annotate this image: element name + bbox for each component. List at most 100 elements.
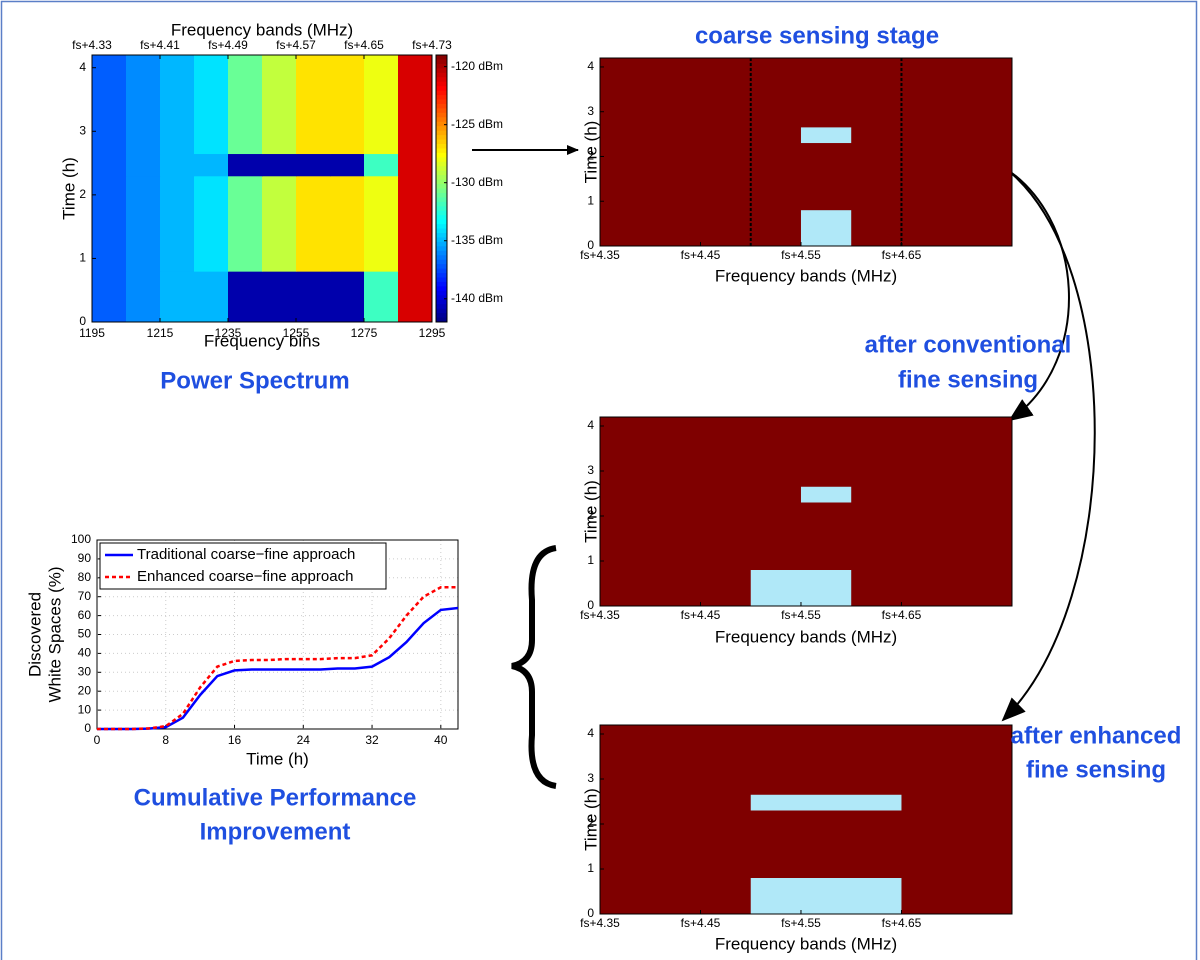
caption: after enhanced [1011, 722, 1182, 749]
colorbar-step [436, 184, 447, 189]
heat-cell [398, 55, 433, 155]
x-tick-label: 1215 [147, 326, 174, 340]
colorbar-step [436, 277, 447, 283]
caption: after conventional [865, 331, 1072, 358]
x2-tick-label: fs+4.41 [140, 38, 180, 52]
colorbar-step [436, 241, 447, 247]
x-tick-label: fs+4.35 [580, 608, 620, 622]
plot-frame [599, 57, 1013, 247]
heat-cell [92, 271, 127, 323]
colorbar-step [436, 108, 447, 114]
heat-cell [194, 271, 229, 323]
y-tick-label: 40 [78, 646, 92, 660]
plot-frame [599, 724, 1013, 915]
heat-cell [92, 55, 127, 155]
heat-cell [194, 153, 229, 177]
heat-cell [126, 55, 161, 155]
x-axis-label: Frequency bands (MHz) [715, 266, 897, 285]
heat-cell [262, 153, 297, 177]
x-tick-label: fs+4.45 [681, 608, 721, 622]
colorbar-step [436, 112, 447, 118]
x-tick-label: fs+4.65 [882, 608, 922, 622]
plot-frame [91, 54, 433, 323]
colorbar-step [436, 68, 447, 74]
heat-cell [228, 55, 263, 155]
colorbar-step [436, 233, 447, 238]
caption: Power Spectrum [160, 367, 349, 394]
white-space-block [750, 878, 902, 914]
x-tick-label: 1275 [351, 326, 378, 340]
colorbar-step [436, 201, 447, 207]
y-tick-label: 4 [587, 726, 594, 740]
y-tick-label: 70 [78, 589, 92, 603]
white-space-block [800, 486, 852, 503]
x-tick-label: 24 [297, 733, 311, 747]
x2-tick-label: fs+4.73 [412, 38, 452, 52]
x2-tick-label: fs+4.49 [208, 38, 248, 52]
colorbar-step [436, 130, 447, 136]
colorbar-step [436, 55, 447, 60]
colorbar-tick-label: -120 dBm [451, 59, 503, 73]
heat-cell [364, 175, 399, 272]
arrow [999, 164, 1070, 422]
y-tick-label: 4 [587, 418, 594, 432]
heat-cell [296, 271, 331, 323]
x-tick-label: 40 [434, 733, 448, 747]
colorbar-step [436, 135, 447, 141]
y-tick-label: 1 [587, 861, 594, 875]
colorbar-step [436, 215, 447, 221]
colorbar-step [436, 59, 447, 65]
heat-cell [126, 271, 161, 323]
x-axis-label: Frequency bands (MHz) [715, 627, 897, 646]
colorbar-step [436, 81, 447, 87]
x-tick-label: fs+4.55 [781, 248, 821, 262]
plot-frame [96, 539, 459, 730]
caption: fine sensing [1026, 756, 1166, 783]
brace [511, 545, 557, 789]
y-tick-label: 4 [587, 59, 594, 73]
y-tick-label: 3 [79, 123, 86, 137]
y-tick-label: 0 [587, 906, 594, 920]
colorbar-step [436, 170, 447, 176]
colorbar-step [436, 304, 447, 310]
colorbar-step [436, 281, 447, 287]
y-tick-label: 2 [79, 187, 86, 201]
colorbar-step [436, 90, 447, 96]
heat-cell [330, 271, 365, 323]
x-tick-label: fs+4.35 [580, 916, 620, 930]
heat-cell [364, 153, 399, 177]
x-tick-label: 16 [228, 733, 242, 747]
caption: Improvement [200, 818, 351, 845]
heat-cell [296, 175, 331, 272]
heat-cell [160, 55, 195, 155]
y-tick-label: 4 [79, 60, 86, 74]
heat-cell [262, 271, 297, 323]
colorbar-step [436, 86, 447, 92]
y-tick-label: 80 [78, 570, 92, 584]
heat-cell [330, 55, 365, 155]
x-tick-label: fs+4.45 [681, 916, 721, 930]
colorbar-step [436, 126, 447, 132]
y-tick-label: 60 [78, 608, 92, 622]
x2-axis-label: Frequency bands (MHz) [171, 20, 353, 39]
legend-label: Enhanced coarse−fine approach [137, 568, 353, 585]
colorbar-step [436, 166, 447, 172]
colorbar-step [436, 161, 447, 167]
colorbar-step [436, 246, 447, 252]
arrow [1001, 167, 1096, 722]
heat-cell [364, 271, 399, 323]
colorbar-step [436, 77, 447, 83]
x2-tick-label: fs+4.65 [344, 38, 384, 52]
heat-cell [296, 153, 331, 177]
y-tick-label: 0 [84, 721, 91, 735]
y-tick-label: 1 [587, 553, 594, 567]
caption: Cumulative Performance [134, 784, 417, 811]
legend-label: Traditional coarse−fine approach [137, 546, 355, 563]
colorbar-step [436, 117, 447, 123]
colorbar-step [436, 255, 447, 261]
y-tick-label: 3 [587, 104, 594, 118]
y-axis-label: Discovered [25, 592, 44, 677]
colorbar-step [436, 295, 447, 301]
colorbar-step [436, 179, 447, 185]
